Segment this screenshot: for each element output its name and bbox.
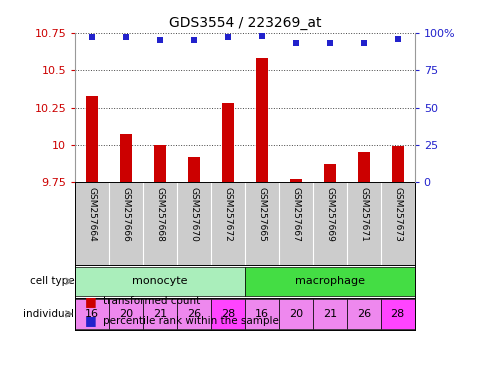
Text: monocyte: monocyte: [132, 276, 187, 286]
Text: GSM257668: GSM257668: [155, 187, 164, 242]
Bar: [177, 299, 211, 329]
Text: GSM257673: GSM257673: [393, 187, 401, 242]
Bar: [188, 157, 199, 182]
Text: GSM257664: GSM257664: [88, 187, 96, 241]
Point: [291, 40, 299, 46]
Bar: [312, 299, 346, 329]
Bar: [323, 164, 335, 182]
Bar: [222, 103, 233, 182]
Bar: [244, 299, 278, 329]
Title: GDS3554 / 223269_at: GDS3554 / 223269_at: [168, 16, 320, 30]
Bar: [120, 134, 132, 182]
Text: transformed count: transformed count: [103, 296, 200, 306]
Point: [224, 34, 231, 40]
Text: GSM257666: GSM257666: [121, 187, 130, 242]
Text: GSM257671: GSM257671: [359, 187, 367, 242]
Point: [190, 37, 197, 43]
Bar: [289, 179, 301, 182]
Bar: [244, 266, 414, 296]
Bar: [278, 299, 312, 329]
Text: GSM257667: GSM257667: [291, 187, 300, 242]
Bar: [346, 299, 380, 329]
Point: [257, 33, 265, 39]
Text: 16: 16: [255, 309, 268, 319]
Text: ■: ■: [85, 295, 96, 308]
Text: 28: 28: [390, 309, 404, 319]
Text: individual: individual: [23, 309, 74, 319]
Text: percentile rank within the sample: percentile rank within the sample: [103, 316, 279, 326]
Bar: [211, 299, 244, 329]
Bar: [357, 152, 369, 182]
Text: macrophage: macrophage: [294, 276, 364, 286]
Text: 21: 21: [152, 309, 167, 319]
Bar: [380, 299, 414, 329]
Text: 26: 26: [356, 309, 370, 319]
Text: 26: 26: [186, 309, 201, 319]
Text: 20: 20: [288, 309, 302, 319]
Bar: [86, 96, 98, 182]
Bar: [256, 58, 267, 182]
Text: GSM257665: GSM257665: [257, 187, 266, 242]
Text: 16: 16: [85, 309, 99, 319]
Bar: [75, 299, 109, 329]
Text: ■: ■: [85, 314, 96, 327]
Text: GSM257669: GSM257669: [325, 187, 333, 242]
Point: [325, 40, 333, 46]
Text: 20: 20: [119, 309, 133, 319]
Bar: [143, 299, 177, 329]
Text: 28: 28: [220, 309, 235, 319]
Bar: [391, 146, 403, 182]
Bar: [109, 299, 143, 329]
Point: [122, 34, 130, 40]
Text: 21: 21: [322, 309, 336, 319]
Text: cell type: cell type: [30, 276, 74, 286]
Point: [88, 34, 96, 40]
Text: GSM257672: GSM257672: [223, 187, 232, 241]
Bar: [75, 266, 244, 296]
Bar: [154, 145, 166, 182]
Text: GSM257670: GSM257670: [189, 187, 198, 242]
Point: [359, 40, 367, 46]
Point: [156, 37, 164, 43]
Point: [393, 36, 401, 42]
